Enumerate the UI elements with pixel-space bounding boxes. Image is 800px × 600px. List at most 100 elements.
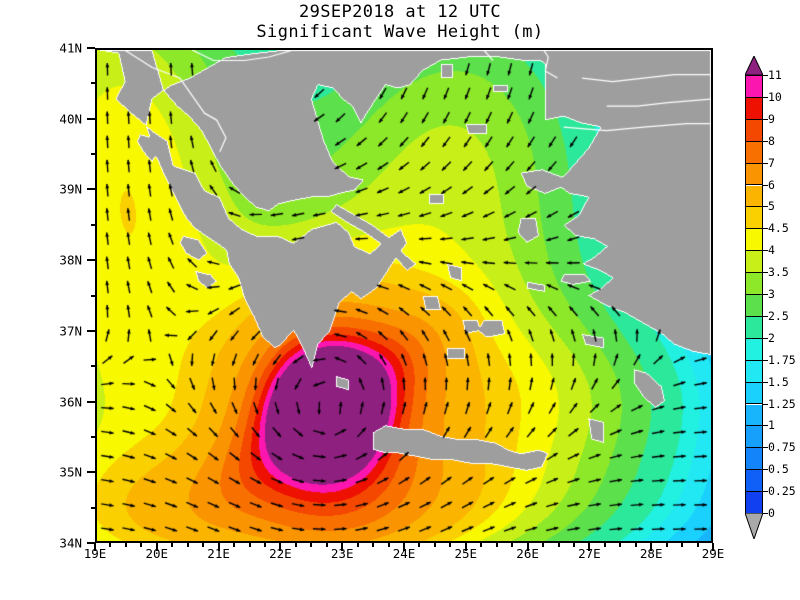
colorbar-tick-label: 0 <box>768 506 775 520</box>
colorbar-tick <box>763 184 768 186</box>
triangle-down-icon <box>744 512 764 541</box>
longitude-label: 28E <box>639 546 663 561</box>
colorbar-band <box>746 360 762 383</box>
latitude-label: 41N <box>59 40 82 56</box>
longitude-tick-minor <box>372 543 375 547</box>
colorbar-tick <box>763 425 768 427</box>
figure-title: 29SEP2018 at 12 UTC Significant Wave Hei… <box>0 2 800 42</box>
colorbar-tick <box>763 337 768 339</box>
colorbar-tick <box>763 359 768 361</box>
colorbar-tick-label: 3.5 <box>768 265 789 280</box>
colorbar-band <box>746 229 762 252</box>
longitude-tick-minor <box>511 543 514 547</box>
longitude-tick <box>588 543 591 551</box>
longitude-tick-minor <box>480 543 483 547</box>
latitude-tick <box>87 188 95 191</box>
longitude-tick-minor <box>387 543 390 547</box>
colorbar-tick <box>763 272 768 274</box>
latitude-label: 40N <box>59 111 82 127</box>
colorbar-tick-label: 0.5 <box>768 462 789 477</box>
colorbar-tick-label: 10 <box>768 89 782 104</box>
colorbar-tick-label: 9 <box>768 111 775 126</box>
longitude-label: 20E <box>145 546 169 561</box>
longitude-label: 22E <box>269 546 292 561</box>
longitude-tick <box>341 543 344 551</box>
colorbar-tick <box>763 294 768 295</box>
longitude-tick-minor <box>665 543 668 547</box>
longitude-tick-minor <box>433 543 436 547</box>
colorbar-band <box>746 448 762 471</box>
latitude-tick-minor <box>91 506 95 509</box>
triangle-up-icon <box>744 54 764 76</box>
longitude-tick <box>155 543 158 551</box>
longitude-tick-minor <box>140 543 143 547</box>
title-line-date: 29SEP2018 at 12 UTC <box>298 2 502 22</box>
colorbar-tick-label: 4 <box>768 243 775 258</box>
colorbar-under-cap <box>744 512 764 541</box>
longitude-tick-minor <box>495 543 498 547</box>
colorbar-tick <box>763 469 768 471</box>
longitude-tick-minor <box>572 543 575 547</box>
latitude-tick-minor <box>91 223 95 226</box>
latitude-tick-minor <box>91 82 95 85</box>
longitude-label: 25E <box>454 546 478 561</box>
longitude-tick <box>650 543 653 551</box>
longitude-label: 26E <box>516 546 539 561</box>
longitude-tick <box>712 543 714 551</box>
title-line-variable: Significant Wave Height (m) <box>256 22 544 42</box>
longitude-tick <box>464 543 467 551</box>
longitude-tick-minor <box>124 543 127 547</box>
longitude-tick-minor <box>325 543 328 547</box>
longitude-tick-minor <box>557 543 560 547</box>
colorbar-tick-label: 1 <box>768 418 775 433</box>
longitude-tick <box>526 543 529 551</box>
latitude-label: 38N <box>59 252 82 268</box>
colorbar-tick <box>763 206 768 208</box>
colorbar-tick-label: 0.25 <box>768 484 796 499</box>
latitude-tick <box>87 259 95 262</box>
longitude-label: 23E <box>330 546 354 561</box>
longitude-tick-minor <box>418 543 421 547</box>
latitude-label: 35N <box>59 464 82 480</box>
colorbar-band <box>746 119 762 142</box>
colorbar-band <box>746 273 762 295</box>
colorbar-tick <box>763 140 768 142</box>
latitude-tick <box>87 542 95 544</box>
colorbar-tick <box>763 228 768 230</box>
colorbar-tick <box>763 491 768 493</box>
colorbar-band <box>746 426 762 449</box>
colorbar-tick-label: 3 <box>768 287 775 301</box>
colorbar-band <box>746 492 762 514</box>
latitude-label: 37N <box>59 323 82 339</box>
longitude-label: 19E <box>83 546 107 561</box>
longitude-tick-minor <box>681 543 684 547</box>
colorbar-band <box>746 141 762 164</box>
longitude-tick <box>279 543 282 551</box>
latitude-tick-minor <box>91 435 95 438</box>
longitude-tick-minor <box>202 543 205 547</box>
colorbar-band <box>746 316 762 339</box>
colorbar-band <box>746 470 762 493</box>
colorbar-tick-label: 0.75 <box>768 440 796 455</box>
latitude-label: 34N <box>59 535 82 551</box>
longitude-label: 27E <box>578 546 601 561</box>
colorbar-band <box>746 76 762 98</box>
map-plot-area[interactable] <box>95 48 713 543</box>
colorbar[interactable] <box>745 75 763 514</box>
latitude-tick-minor <box>91 153 95 156</box>
colorbar-tick-label: 4.5 <box>768 221 789 236</box>
longitude-tick-minor <box>310 543 313 547</box>
longitude-tick-minor <box>263 543 266 547</box>
colorbar-tick-label: 8 <box>768 133 775 148</box>
colorbar-tick <box>763 75 768 76</box>
longitude-tick-minor <box>356 543 359 547</box>
latitude-tick <box>87 400 95 403</box>
colorbar-tick <box>763 162 768 164</box>
colorbar-tick <box>763 513 768 514</box>
colorbar-tick <box>763 403 768 405</box>
latitude-label: 36N <box>59 394 82 410</box>
longitude-tick-minor <box>603 543 606 547</box>
longitude-tick <box>217 543 220 551</box>
longitude-label: 21E <box>207 546 230 561</box>
